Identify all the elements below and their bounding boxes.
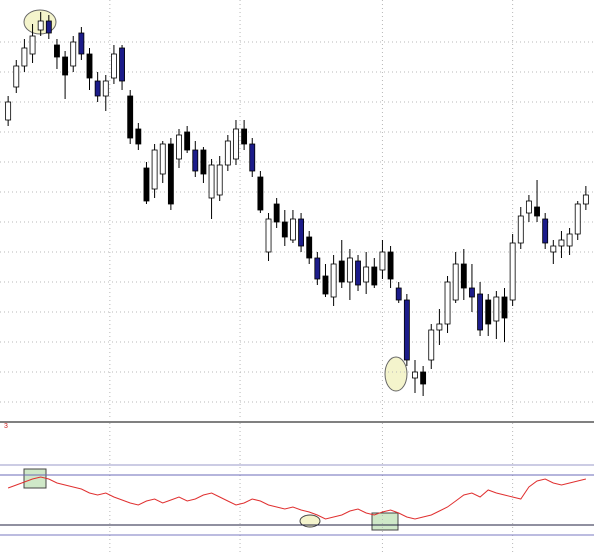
candle-body <box>558 239 565 247</box>
candle-body <box>542 218 549 244</box>
candle-body <box>94 80 101 97</box>
candle-body <box>363 266 370 283</box>
candle-body <box>62 56 69 76</box>
candle-body <box>281 221 288 238</box>
candle-body <box>460 263 467 289</box>
candle-body <box>224 140 231 166</box>
candle-body <box>501 296 508 319</box>
candle-body <box>151 149 158 190</box>
candle-body <box>127 95 134 139</box>
candle-body <box>509 242 516 301</box>
candle-body <box>29 35 36 55</box>
candle-body <box>379 251 386 271</box>
candle-body <box>436 323 443 331</box>
candle-body <box>70 41 77 67</box>
candle-body <box>355 260 361 286</box>
candle-body <box>420 371 427 385</box>
candle-body <box>477 293 484 331</box>
candle-body <box>21 47 28 67</box>
candle-body <box>346 257 353 283</box>
candle-body <box>395 287 402 301</box>
candle-body <box>444 281 451 325</box>
candle-body <box>517 215 524 244</box>
highlight-ellipse <box>384 356 408 392</box>
candle-body <box>45 20 52 34</box>
candle-body <box>110 53 117 79</box>
candle-body <box>208 164 215 199</box>
candle-body <box>330 263 337 298</box>
candle-body <box>493 296 500 322</box>
candle-body <box>338 260 345 283</box>
candle-body <box>403 299 410 361</box>
candle-body <box>159 143 166 175</box>
candle-body <box>428 329 435 361</box>
candle-body <box>37 20 44 31</box>
candle-body <box>412 371 418 379</box>
indicator-line <box>7 476 587 520</box>
candle-body <box>534 206 540 217</box>
candle-body <box>273 203 280 223</box>
candle-body <box>86 53 93 79</box>
candle-body <box>184 131 191 151</box>
highlight-ellipse <box>299 514 321 528</box>
candle-body <box>314 257 321 280</box>
candle-body <box>102 80 109 97</box>
candle-body <box>306 236 313 259</box>
candle-body <box>322 275 329 295</box>
candle-body <box>371 266 378 286</box>
candle-body <box>574 203 581 235</box>
candle-body <box>387 251 394 280</box>
candle-body <box>167 143 174 205</box>
candle-body <box>143 167 150 202</box>
candle-body <box>298 218 304 247</box>
candle-body <box>249 143 256 172</box>
candle-body <box>550 245 557 253</box>
candle-body <box>257 176 264 211</box>
candle-body <box>192 149 199 172</box>
candle-body <box>485 299 492 325</box>
candle-body <box>5 101 12 121</box>
indicator-label: 3 <box>4 423 8 430</box>
candle-body <box>525 200 532 214</box>
candle-body <box>469 287 475 298</box>
candle-body <box>216 164 223 196</box>
candle-body <box>233 128 239 160</box>
candle-body <box>135 128 142 145</box>
candle-body <box>290 218 296 241</box>
candle-body <box>13 65 20 88</box>
candle-body <box>241 128 248 145</box>
candle-body <box>54 44 60 58</box>
candle-body <box>582 194 589 205</box>
candle-body <box>119 47 125 82</box>
candle-body <box>452 263 459 301</box>
candle-body <box>200 149 207 175</box>
candle-body <box>176 134 182 160</box>
candle-body <box>265 218 272 253</box>
candle-body <box>566 233 573 247</box>
candle-body <box>78 32 85 55</box>
highlight-box <box>371 512 399 531</box>
